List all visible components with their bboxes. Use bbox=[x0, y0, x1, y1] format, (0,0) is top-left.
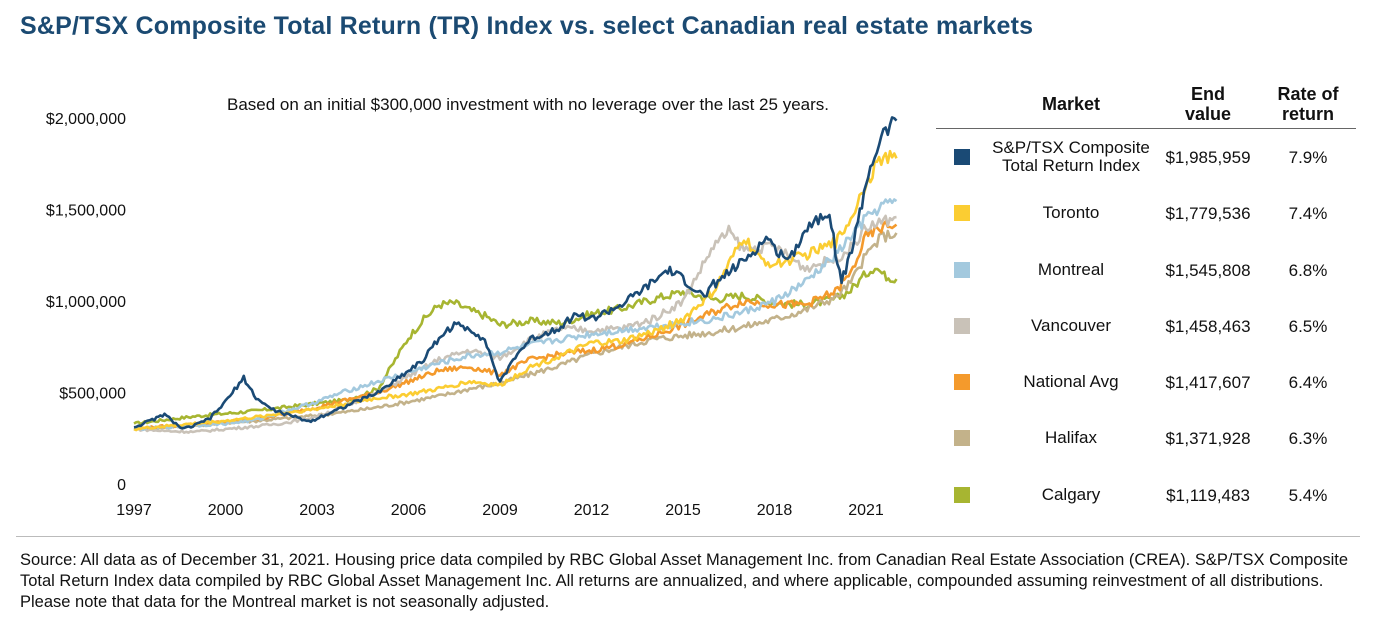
market-name-line: Halifax bbox=[1045, 428, 1097, 448]
end-value: $1,545,808 bbox=[1165, 260, 1251, 280]
chart-axes: 0 $500,000 $1,000,000 $1,500,000 $2,000,000 1… bbox=[46, 111, 884, 519]
legend-swatch bbox=[954, 430, 970, 447]
x-tick-label: 2018 bbox=[757, 502, 793, 519]
header-rate-line2: return bbox=[1281, 104, 1334, 124]
chart-series bbox=[133, 116, 898, 434]
market-name: Calgary bbox=[976, 484, 1166, 504]
market-name-line: Calgary bbox=[1041, 484, 1101, 504]
legend-swatch bbox=[954, 205, 970, 222]
rate-of-return: 6.4% bbox=[1288, 373, 1328, 393]
divider bbox=[16, 536, 1360, 537]
legend-swatch bbox=[954, 149, 970, 165]
market-name: S&P/TSX Composite Total Return Index bbox=[976, 139, 1166, 175]
table-row: Toronto $1,779,536 7.4% bbox=[936, 185, 1356, 241]
rate-of-return: 7.4% bbox=[1288, 204, 1328, 224]
header-end-value: End value bbox=[1158, 84, 1258, 124]
series-line bbox=[133, 229, 898, 432]
rate-of-return: 6.3% bbox=[1288, 429, 1328, 449]
market-name: National Avg bbox=[976, 373, 1166, 391]
table-row: National Avg $1,417,607 6.4% bbox=[936, 354, 1356, 410]
x-tick-label: 2006 bbox=[391, 502, 427, 519]
end-value: $1,458,463 bbox=[1165, 316, 1251, 336]
series-line bbox=[133, 116, 898, 430]
y-tick-label: $1,500,000 bbox=[46, 203, 126, 220]
x-tick-label: 2000 bbox=[208, 502, 244, 519]
chart-title: S&P/TSX Composite Total Return (TR) Inde… bbox=[20, 12, 1034, 40]
legend-swatch bbox=[954, 261, 970, 278]
market-name-line: Total Return Index bbox=[1002, 156, 1140, 175]
x-tick-label: 2021 bbox=[848, 502, 884, 519]
y-tick-label: $1,000,000 bbox=[46, 294, 126, 311]
table-header: Market End value Rate of return bbox=[936, 80, 1356, 129]
series-line bbox=[133, 214, 897, 434]
header-end-value-line1: End bbox=[1191, 84, 1225, 104]
table-row: Vancouver $1,458,463 6.5% bbox=[936, 298, 1356, 354]
y-tick-label: $500,000 bbox=[59, 386, 126, 403]
x-tick-label: 2009 bbox=[482, 502, 518, 519]
header-market: Market bbox=[1041, 94, 1101, 114]
market-name-line: National Avg bbox=[1023, 372, 1119, 392]
y-tick-label: $2,000,000 bbox=[46, 111, 126, 128]
header-end-value-line2: value bbox=[1184, 104, 1232, 124]
x-tick-label: 2012 bbox=[574, 502, 610, 519]
market-name-line: Montreal bbox=[1037, 259, 1105, 279]
chart-annotation: Based on an initial $300,000 investment … bbox=[227, 95, 829, 114]
legend-swatch bbox=[954, 317, 970, 334]
table-row: Montreal $1,545,808 6.8% bbox=[936, 242, 1356, 298]
source-note: Source: All data as of December 31, 2021… bbox=[20, 551, 1348, 611]
x-tick-label: 2003 bbox=[299, 502, 335, 519]
market-name-line: Vancouver bbox=[1030, 315, 1111, 335]
end-value: $1,417,607 bbox=[1165, 373, 1251, 393]
series-line bbox=[133, 267, 898, 426]
end-value: $1,985,959 bbox=[1165, 148, 1251, 167]
legend-swatch bbox=[954, 374, 970, 391]
rate-of-return: 5.4% bbox=[1288, 485, 1328, 505]
table-row: Calgary $1,119,483 5.4% bbox=[936, 467, 1356, 523]
series-line bbox=[133, 198, 898, 431]
end-value: $1,779,536 bbox=[1165, 204, 1251, 224]
table-row: Halifax $1,371,928 6.3% bbox=[936, 410, 1356, 466]
rate-of-return: 6.5% bbox=[1288, 316, 1328, 336]
header-rate: Rate of return bbox=[1266, 84, 1350, 124]
header-rate-line1: Rate of bbox=[1277, 84, 1339, 104]
line-chart: 0 $500,000 $1,000,000 $1,500,000 $2,000,000 1… bbox=[46, 95, 898, 519]
end-value: $1,371,928 bbox=[1165, 429, 1251, 449]
legend-swatch bbox=[954, 486, 970, 503]
table-body: S&P/TSX Composite Total Return Index $1,98… bbox=[936, 129, 1356, 523]
x-tick-label: 1997 bbox=[116, 502, 152, 519]
market-name: Halifax bbox=[976, 429, 1166, 447]
returns-table: Market End value Rate of return S&P/TSX … bbox=[936, 80, 1356, 523]
market-name-line: S&P/TSX Composite bbox=[992, 138, 1150, 157]
market-name: Toronto bbox=[976, 204, 1166, 222]
market-name: Vancouver bbox=[976, 315, 1166, 335]
rate-of-return: 6.8% bbox=[1288, 260, 1328, 280]
x-tick-label: 2015 bbox=[665, 502, 701, 519]
y-tick-label: 0 bbox=[117, 477, 126, 494]
market-name-line: Toronto bbox=[1042, 203, 1100, 223]
series-line bbox=[133, 149, 898, 432]
market-name: Montreal bbox=[976, 259, 1166, 279]
rate-of-return: 7.9% bbox=[1288, 148, 1328, 167]
table-row: S&P/TSX Composite Total Return Index $1,98… bbox=[936, 129, 1356, 185]
end-value: $1,119,483 bbox=[1166, 485, 1250, 505]
